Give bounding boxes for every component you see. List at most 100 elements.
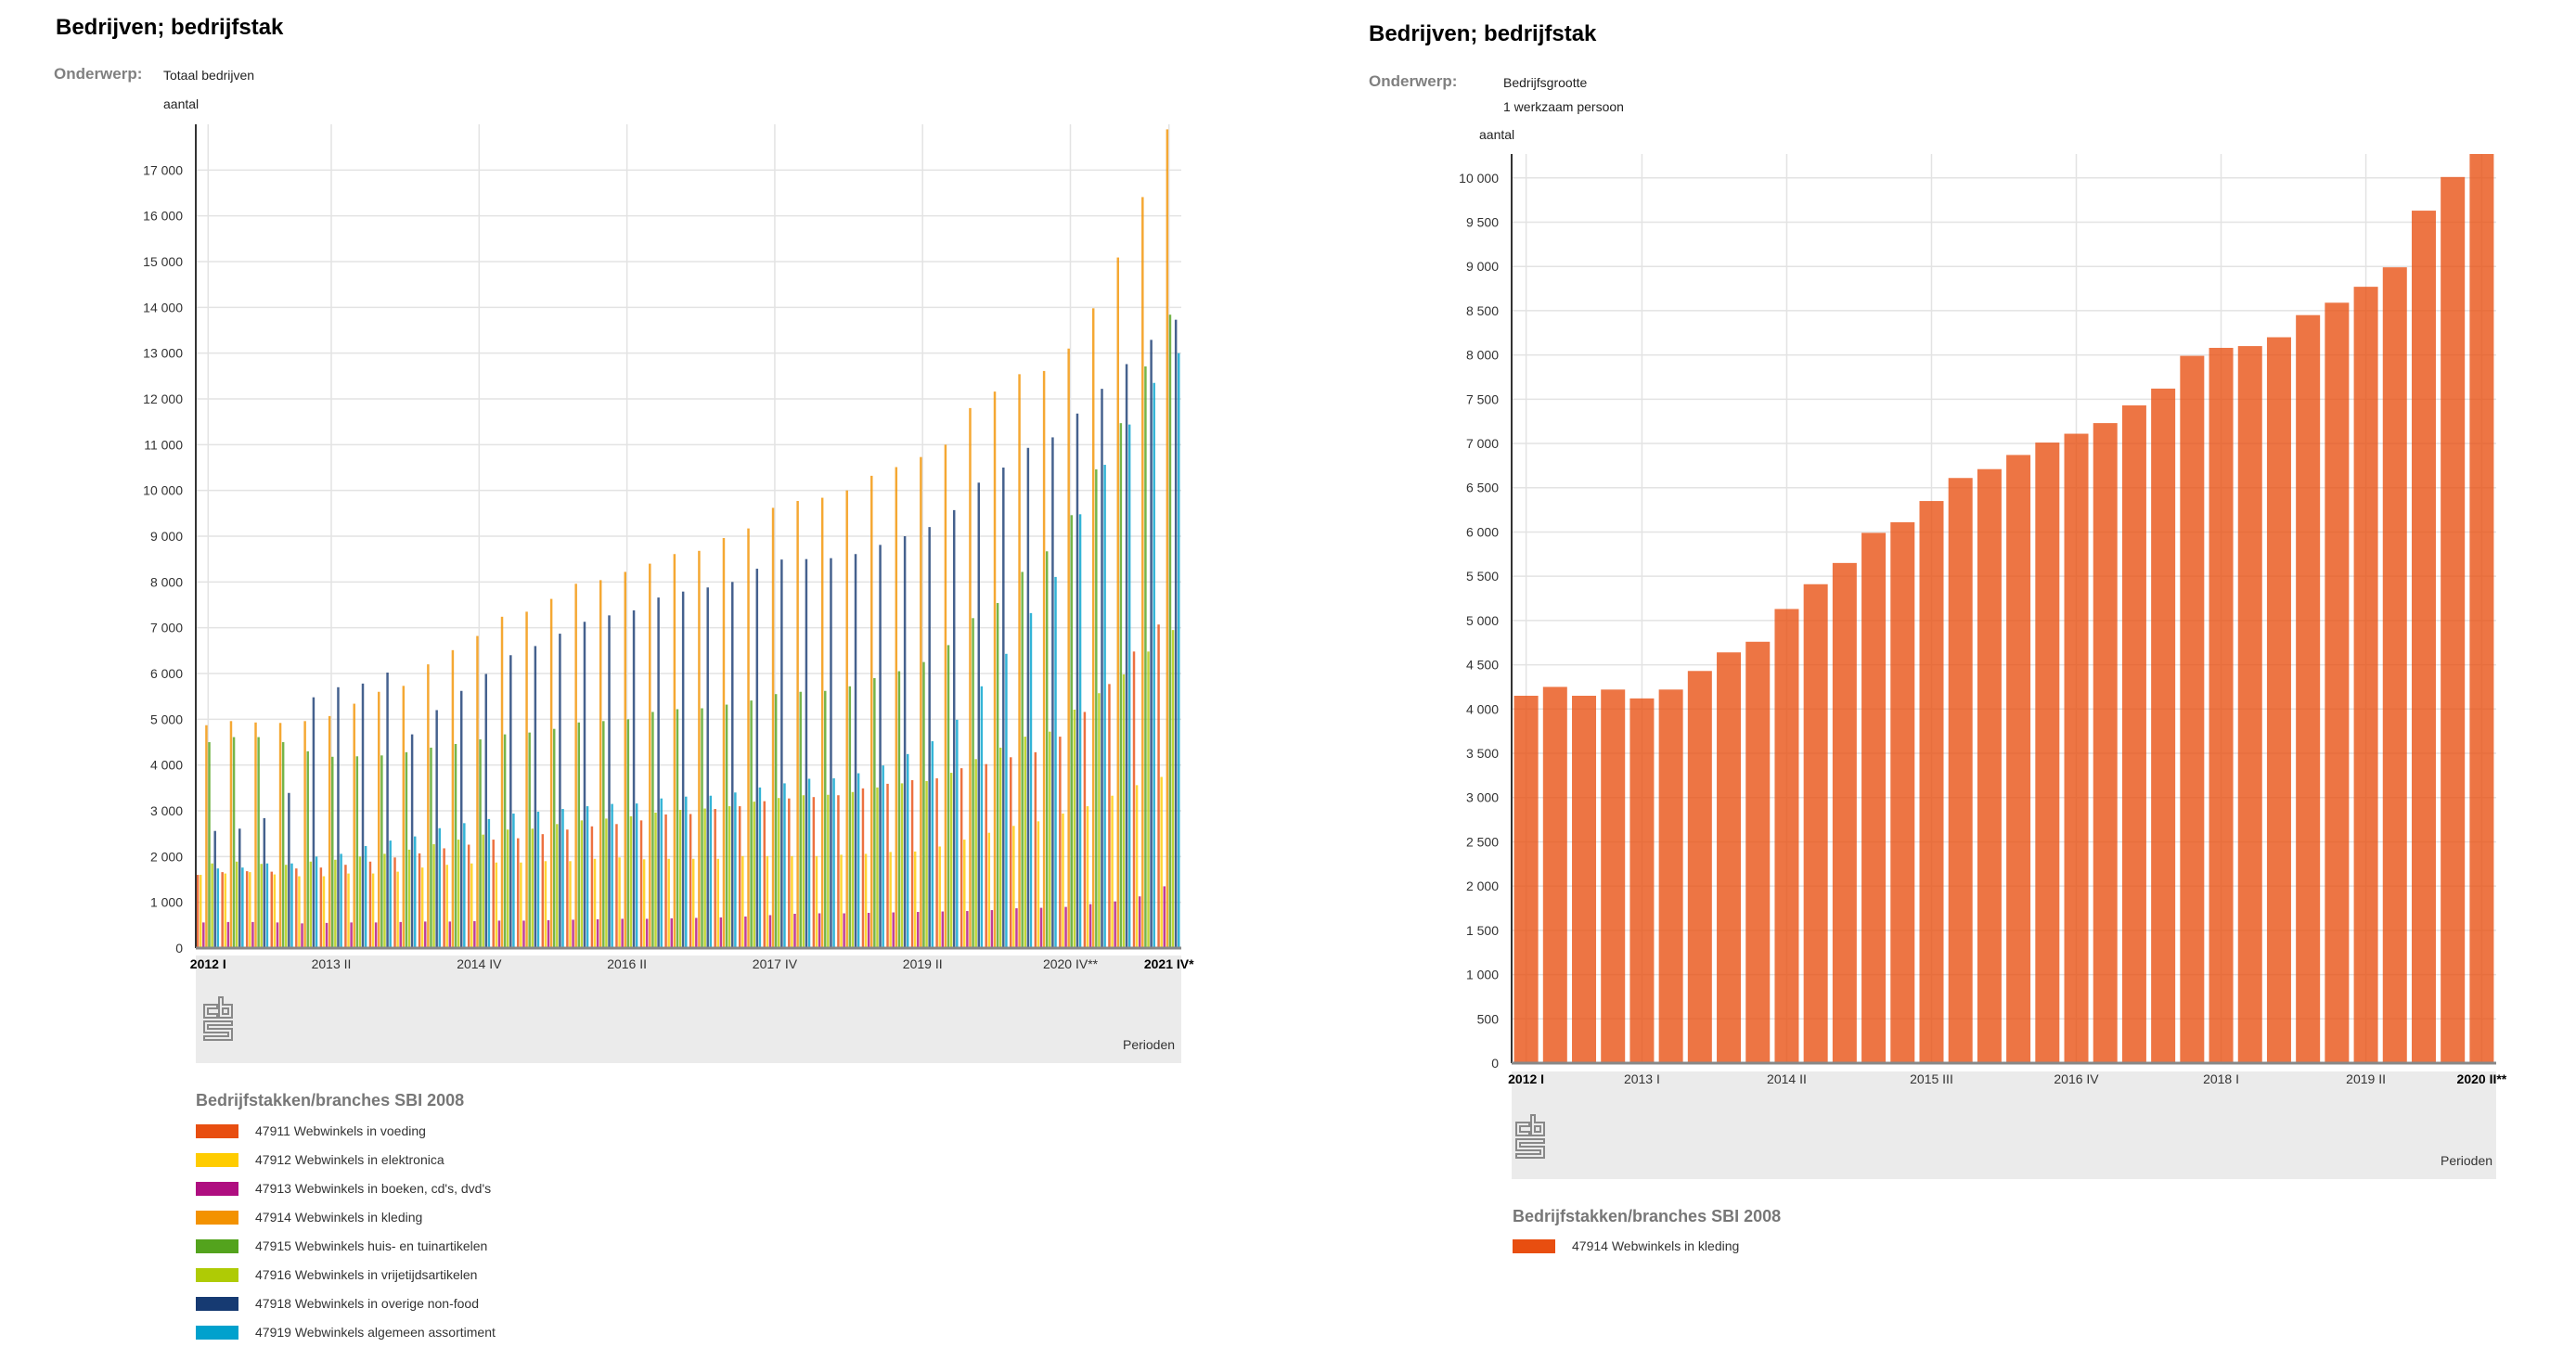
left-bar [424, 921, 427, 948]
left-bar [1045, 551, 1049, 948]
legend-item-label[interactable]: 47915 Webwinkels huis- en tuinartikelen [255, 1238, 488, 1253]
left-bar [325, 922, 328, 948]
left-bar [224, 873, 227, 948]
left-bar [413, 836, 417, 948]
cbs-logo-icon [1515, 1114, 1545, 1159]
left-bar [1160, 776, 1163, 948]
left-bar [632, 609, 636, 948]
left-bar [886, 783, 889, 948]
right-chart-title: Bedrijven; bedrijfstak [1369, 21, 1597, 46]
left-bar [917, 912, 920, 948]
legend-item-label[interactable]: 47914 Webwinkels in kleding [1572, 1238, 1740, 1253]
right-y-tick-label: 6 500 [1466, 481, 1499, 495]
right-y-tick-label: 5 000 [1466, 613, 1499, 628]
legend-item-label[interactable]: 47913 Webwinkels in boeken, cd's, dvd's [255, 1181, 492, 1196]
left-bar [251, 921, 254, 948]
left-bar [364, 845, 367, 948]
left-bar [1073, 709, 1076, 948]
left-bar [344, 865, 347, 948]
left-y-tick-label: 16 000 [143, 209, 183, 224]
right-bar [2325, 302, 2350, 1063]
left-bar [368, 861, 372, 948]
right-y-tick-label: 10 000 [1459, 171, 1499, 186]
left-bar [935, 777, 938, 948]
left-bar [303, 721, 306, 948]
right-x-tick-label: 2013 I [1624, 1071, 1660, 1086]
left-bar [615, 824, 618, 948]
left-bar [725, 704, 728, 948]
left-bar [347, 873, 350, 948]
left-bar [861, 788, 865, 948]
left-bar [780, 559, 783, 948]
left-bar [845, 490, 848, 948]
left-bar [818, 913, 821, 948]
left-bar [396, 871, 399, 948]
left-bar [410, 734, 414, 948]
legend-swatch [196, 1153, 238, 1167]
left-y-tick-label: 14 000 [143, 300, 183, 314]
left-bar [306, 750, 309, 948]
legend-item-label[interactable]: 47912 Webwinkels in elektronica [255, 1152, 444, 1167]
right-bar [2121, 405, 2146, 1063]
legend-item-label[interactable]: 47919 Webwinkels algemeen assortiment [255, 1325, 496, 1340]
left-bar [1178, 353, 1180, 949]
right-y-tick-label: 3 000 [1466, 790, 1499, 805]
left-y-tick-label: 3 000 [150, 803, 183, 818]
right-bar [1658, 689, 1683, 1063]
left-bar [1091, 308, 1095, 948]
left-bar [1075, 413, 1079, 949]
left-bar [990, 910, 994, 948]
left-y-tick-label: 15 000 [143, 254, 183, 269]
left-bar [583, 622, 586, 948]
left-bar [608, 615, 611, 948]
right-y-tick-label: 9 500 [1466, 214, 1499, 229]
left-bar [1098, 693, 1101, 948]
left-bar [941, 911, 945, 948]
left-y-tick-label: 1 000 [150, 895, 183, 910]
left-bar [556, 824, 559, 948]
left-legend-title: Bedrijfstakken/branches SBI 2008 [196, 1091, 465, 1110]
left-bar [1125, 364, 1128, 948]
right-y-tick-label: 1 500 [1466, 923, 1499, 938]
left-bar [257, 737, 260, 948]
legend-item-label[interactable]: 47916 Webwinkels in vrijetijdsartikelen [255, 1267, 478, 1282]
left-bar [238, 828, 241, 948]
left-bar [931, 741, 934, 948]
left-bar [639, 820, 643, 948]
left-bar [956, 719, 959, 948]
right-bar [1572, 695, 1597, 1063]
left-bar [1138, 896, 1141, 948]
legend-swatch [196, 1268, 238, 1282]
left-bar [805, 558, 808, 948]
left-y-tick-label: 7 000 [150, 621, 183, 635]
left-bar [734, 792, 737, 948]
left-bar [802, 795, 805, 948]
left-bar [1049, 731, 1051, 948]
left-bar [635, 803, 638, 948]
right-x-tick-label: 2018 I [2203, 1071, 2239, 1086]
left-bar [544, 861, 547, 948]
left-bar [358, 856, 362, 948]
left-bar [350, 922, 353, 948]
legend-item-label[interactable]: 47914 Webwinkels in kleding [255, 1210, 423, 1225]
left-bar [536, 811, 540, 948]
right-y-tick-label: 2 000 [1466, 879, 1499, 893]
left-bar [298, 876, 301, 948]
left-bar [531, 828, 535, 948]
left-bar [196, 875, 200, 948]
left-bar [552, 728, 556, 948]
right-bar [1513, 695, 1539, 1063]
right-x-axis-band [1512, 1071, 2496, 1179]
left-bar [750, 700, 753, 948]
legend-item-label[interactable]: 47911 Webwinkels in voeding [255, 1123, 426, 1138]
left-bar [541, 834, 545, 948]
left-bar [879, 545, 882, 948]
left-bar [435, 710, 438, 948]
left-bar [763, 801, 766, 948]
left-bar [1026, 447, 1030, 949]
left-y-tick-label: 11 000 [144, 437, 183, 452]
left-x-axis-title: Perioden [1123, 1037, 1176, 1052]
left-bar [1157, 624, 1160, 948]
left-bar [549, 598, 553, 948]
legend-item-label[interactable]: 47918 Webwinkels in overige non-food [255, 1296, 480, 1311]
